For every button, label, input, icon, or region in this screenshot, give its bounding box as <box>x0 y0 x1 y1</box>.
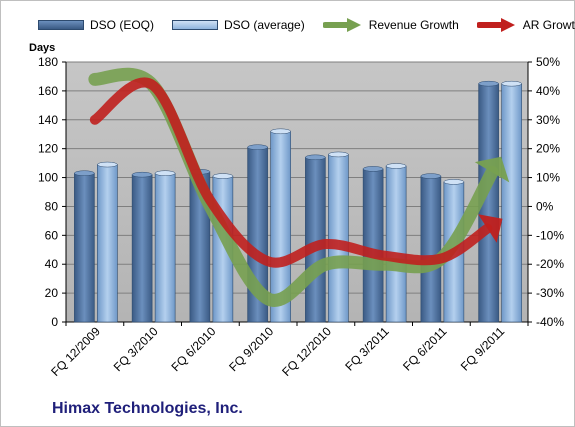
x-tick-label: FQ 12/2009 <box>48 324 103 379</box>
bar-top <box>154 170 176 176</box>
y-tick-label: 180 <box>38 55 58 69</box>
bar-top <box>247 144 268 150</box>
legend-label: DSO (average) <box>224 18 305 32</box>
bar-top <box>420 173 442 179</box>
y-tick-label: 160 <box>38 84 58 98</box>
bar-top <box>362 166 384 172</box>
y2-tick-label: -20% <box>536 257 564 271</box>
bar-top <box>385 163 407 169</box>
y2-tick-label: 30% <box>536 113 560 127</box>
y2-tick-label: 0% <box>536 199 554 213</box>
x-tick-label: FQ 3/2010 <box>111 324 161 374</box>
y-axis-title: Days <box>29 42 56 54</box>
y-tick-label: 140 <box>38 113 58 127</box>
bar-top <box>270 128 291 135</box>
bar-top <box>501 80 522 87</box>
legend-arrow-icon <box>476 18 515 32</box>
legend-swatch <box>38 20 84 30</box>
bar-dso-average <box>328 154 349 323</box>
legend-label: Revenue Growth <box>368 18 459 32</box>
bar-top <box>443 179 465 185</box>
y2-tick-label: 50% <box>536 55 560 69</box>
bar-top <box>305 154 326 161</box>
y-tick-label: 60 <box>45 228 59 242</box>
revenue-growth-arrowhead <box>474 156 510 183</box>
company-name: Himax Technologies, Inc. <box>52 400 243 417</box>
legend-item: AR Growth <box>476 17 575 33</box>
y2-tick-label: 40% <box>536 84 560 98</box>
legend-swatch <box>172 20 219 30</box>
legend-label: DSO (EOQ) <box>90 18 155 32</box>
x-tick-label: FQ 6/2011 <box>400 324 450 374</box>
x-tick-label: FQ 9/2011 <box>458 324 508 374</box>
ar-growth-line <box>89 77 493 268</box>
legend-item: Revenue Growth <box>322 17 459 33</box>
x-tick-label: FQ 6/2010 <box>169 324 219 374</box>
legend-arrow-icon <box>322 18 361 32</box>
y2-tick-label: -30% <box>536 286 564 300</box>
bar-top <box>328 151 349 158</box>
y-tick-label: 80 <box>45 199 59 213</box>
legend: DSO (EOQ) DSO (average) Revenue Growth AR G… <box>38 17 575 33</box>
bar-top <box>131 171 153 178</box>
y2-tick-label: -10% <box>536 228 564 242</box>
bar-dso-eoq <box>362 168 384 323</box>
y-tick-label: 20 <box>45 286 59 300</box>
y-tick-label: 120 <box>38 142 58 156</box>
legend-item: DSO (EOQ) <box>38 18 154 32</box>
bar-top <box>97 161 118 168</box>
bar-dso-average <box>501 83 522 323</box>
bar-dso-eoq <box>131 174 153 323</box>
bar-top <box>212 173 234 179</box>
y-tick-label: 40 <box>45 257 59 271</box>
bar-dso-eoq <box>420 175 442 323</box>
bar-dso-average <box>97 164 118 323</box>
x-tick-label: FQ 3/2011 <box>342 324 392 374</box>
bar-top <box>478 80 499 87</box>
x-tick-label: FQ 9/2010 <box>226 324 276 374</box>
y2-tick-label: 10% <box>536 171 560 185</box>
y-tick-label: 0 <box>51 315 58 329</box>
y-tick-label: 100 <box>38 171 58 185</box>
ar-growth-arrowhead <box>478 214 503 243</box>
legend-label: AR Growth <box>522 18 575 32</box>
bar-top <box>74 170 95 176</box>
x-tick-label: FQ 12/2010 <box>279 324 334 379</box>
bar-dso-average <box>385 165 407 323</box>
bar-dso-eoq <box>74 172 95 323</box>
legend-item: DSO (average) <box>172 18 305 32</box>
bar-dso-average <box>154 172 176 323</box>
y2-tick-label: -40% <box>536 315 564 329</box>
y2-tick-label: 20% <box>536 142 560 156</box>
